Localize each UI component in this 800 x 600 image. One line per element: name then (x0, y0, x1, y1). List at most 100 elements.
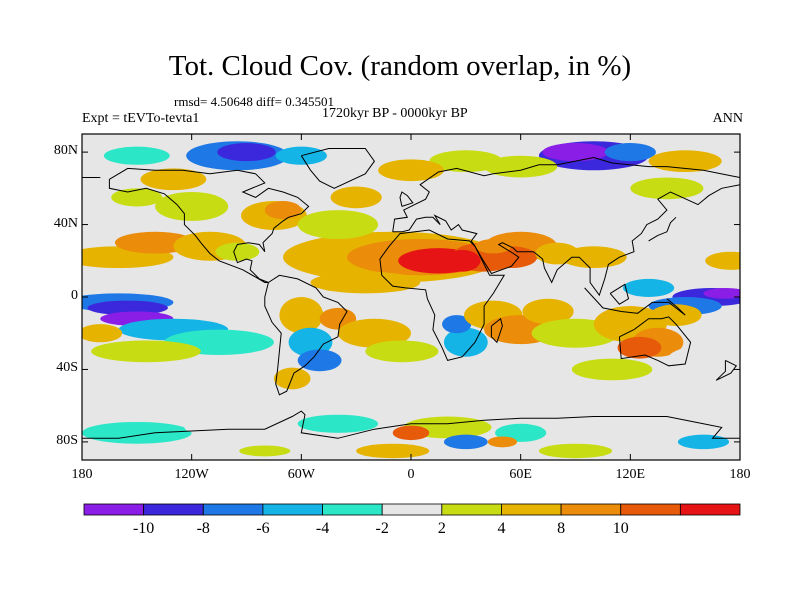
anomaly-region (443, 434, 488, 450)
colorbar-label: 8 (557, 520, 566, 537)
anomaly-region (91, 340, 201, 363)
colorbar-label: -10 (132, 520, 155, 537)
anomaly-region (378, 159, 444, 182)
anomaly-region (239, 445, 291, 457)
anomaly-region (623, 278, 675, 298)
anomaly-region (82, 421, 192, 444)
anomaly-region (103, 146, 170, 165)
anomaly-region (111, 188, 163, 207)
anomaly-region (279, 297, 324, 334)
colorbar-segment (143, 503, 204, 516)
anomaly-region (392, 425, 430, 441)
anomaly-region (677, 434, 730, 450)
anomaly-region (443, 327, 488, 357)
colorbar-label: 2 (437, 520, 446, 537)
anomaly-region (630, 177, 704, 200)
anomaly-region (442, 315, 472, 334)
experiment-label: Expt = tEVTo-tevta1 (82, 111, 200, 126)
anomaly-region (474, 239, 512, 254)
anomaly-region (542, 143, 609, 162)
anomaly-region (593, 423, 667, 442)
coastline (392, 184, 740, 297)
lon-tick-label: 120W (174, 467, 209, 482)
coastline (648, 216, 677, 242)
colorbar-segment (679, 503, 741, 516)
colorbar-label: -6 (256, 520, 270, 537)
lon-tick-label: 0 (407, 467, 415, 482)
coastline (715, 359, 738, 381)
coastlines (82, 148, 740, 439)
lon-tick-label: 60W (287, 467, 315, 482)
anomaly-region (184, 418, 273, 437)
anomaly-region (484, 155, 558, 178)
anomaly-region (538, 443, 613, 459)
colorbar-segment (202, 503, 264, 516)
anomaly-region (337, 318, 412, 348)
lat-tick-label: 80S (56, 432, 78, 448)
colorbar-segment (381, 503, 443, 516)
coastline (584, 287, 686, 316)
anomaly-region (356, 443, 430, 459)
anomaly-region (365, 340, 439, 363)
map-title: Tot. Cloud Cov. (random overlap, in %) (168, 50, 632, 82)
anomaly-region (522, 298, 574, 325)
lon-tick-label: 120E (615, 467, 646, 482)
anomaly-region (297, 210, 379, 240)
anomaly-region (617, 336, 662, 359)
anomaly-region (217, 143, 276, 162)
coastline (108, 167, 310, 283)
colorbar-label: -4 (315, 520, 330, 537)
anomaly-region (288, 327, 333, 357)
lat-tick-label: 40N (53, 215, 78, 231)
anomaly-region (87, 300, 168, 316)
coastline (490, 317, 503, 344)
colorbar-segment (620, 503, 681, 516)
colorbar-segment (560, 503, 622, 516)
anomaly-region (215, 242, 260, 261)
anomaly-region (703, 287, 740, 299)
anomaly-region (666, 345, 740, 375)
coastline (392, 156, 740, 232)
colorbar-segment (501, 503, 562, 516)
coastline (399, 191, 414, 207)
anomaly-region (650, 304, 702, 326)
anomaly-region (425, 287, 470, 325)
colorbar-label: 4 (497, 520, 506, 537)
colorbar-label: -8 (196, 520, 210, 537)
colorbar-label: -2 (375, 520, 389, 537)
coastline (82, 410, 740, 439)
anomaly-region (487, 436, 518, 448)
anomaly-region (140, 168, 207, 191)
season-label: ANN (712, 111, 743, 126)
colorbar-segment (83, 503, 145, 516)
anomaly-fill (82, 141, 740, 459)
anomaly-region (264, 201, 302, 220)
lon-tick-label: 60E (509, 467, 532, 482)
colorbar-label: 10 (612, 520, 629, 537)
colorbar-segment (441, 503, 502, 516)
lat-tick-label: 40S (56, 360, 78, 376)
anomaly-region (571, 358, 653, 381)
time-period-label: 1720kyr BP - 0000kyr BP (322, 106, 468, 121)
rmsd-diff-stats: rmsd= 4.50648 diff= 0.345501 (174, 94, 334, 109)
lat-tick-label: 80N (53, 143, 78, 159)
anomaly-region (429, 150, 503, 173)
anomaly-region (155, 191, 229, 221)
coastline (379, 229, 506, 361)
anomaly-region (297, 349, 342, 372)
colorbar (83, 503, 741, 516)
anomaly-region (630, 255, 704, 274)
anomaly-region (604, 143, 656, 162)
anomaly-region (297, 414, 379, 433)
anomaly-region (310, 271, 421, 294)
lon-tick-label: 180 (729, 467, 751, 482)
lat-tick-label: 0 (71, 288, 78, 303)
anomaly-region (705, 251, 740, 270)
colorbar-segment (262, 503, 323, 516)
coastline (264, 274, 348, 396)
anomaly-region (443, 249, 481, 272)
coastline (618, 316, 692, 367)
anomaly-region (535, 242, 580, 265)
lon-tick-label: 180 (71, 467, 93, 482)
